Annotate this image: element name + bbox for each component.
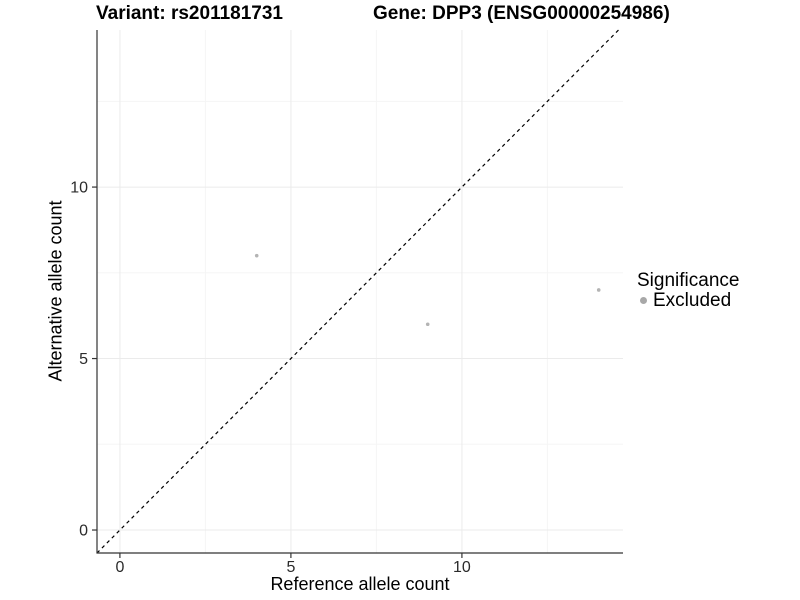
y-tick-label: 0: [79, 523, 88, 540]
legend-title: Significance: [637, 270, 740, 291]
data-point: [596, 288, 601, 292]
x-tick-label: 10: [453, 559, 471, 576]
legend-item-label: Excluded: [653, 290, 732, 311]
data-point: [254, 253, 259, 258]
y-tick-label: 10: [70, 180, 88, 197]
x-tick-label: 0: [115, 559, 124, 576]
data-point: [425, 322, 430, 327]
x-axis-label: Reference allele count: [270, 574, 450, 594]
gene-title: Gene: DPP3 (ENSG00000254986): [373, 3, 670, 24]
legend-item-excluded: Excluded: [637, 291, 739, 310]
variant-title: Variant: rs201181731: [96, 3, 283, 24]
x-tick-label: 5: [286, 559, 295, 576]
y-tick-label: 5: [79, 351, 88, 368]
identity-dashed-line: [96, 29, 619, 554]
y-axis-label: Alternative allele count: [45, 200, 66, 382]
legend: Significance Excluded: [637, 270, 740, 311]
excluded-point-icon: [640, 297, 647, 304]
